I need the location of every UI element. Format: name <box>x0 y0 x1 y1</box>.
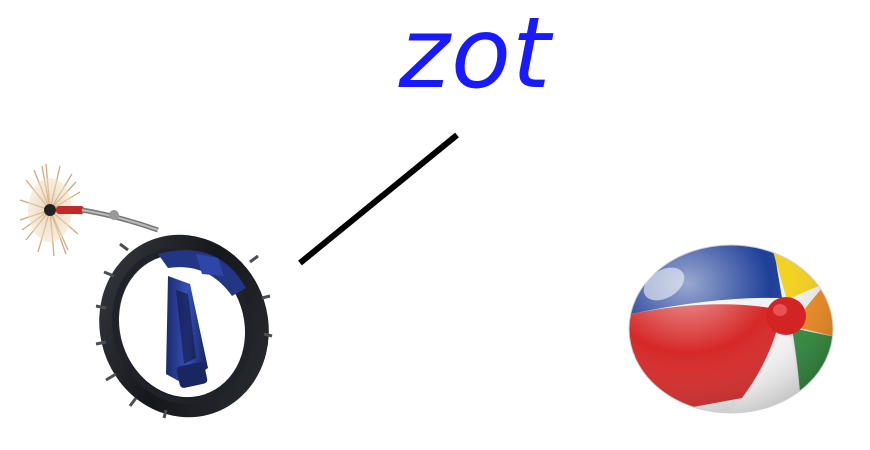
chimney-sweep-brush-reel-icon <box>19 163 273 419</box>
target-word: zot <box>398 0 552 111</box>
beach-ball-icon <box>628 244 834 414</box>
